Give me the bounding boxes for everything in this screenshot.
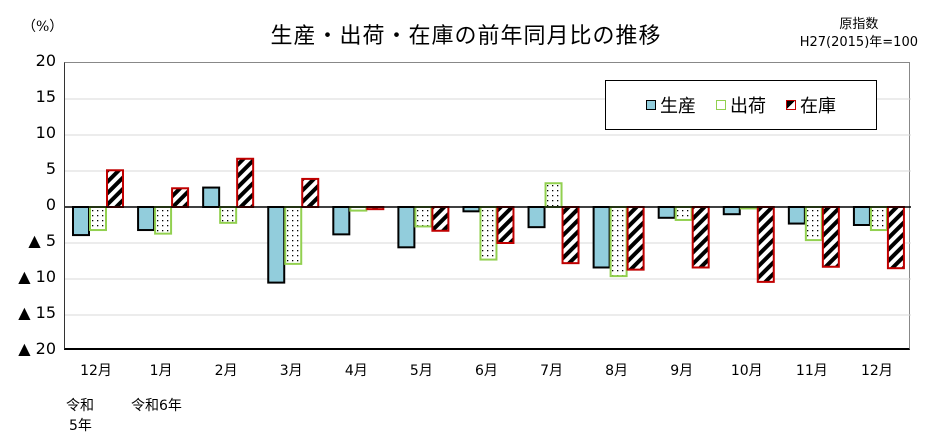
- production-bar: [332, 206, 351, 236]
- y-tick-label: ▲ 5: [28, 231, 56, 250]
- inventory-bar: [691, 206, 710, 269]
- index-note-line1: 原指数: [839, 17, 879, 32]
- x-tick-label: 12月: [80, 363, 112, 379]
- shipment-bar: [284, 206, 303, 265]
- inventory-bar: [496, 206, 515, 244]
- y-tick-label: 20: [35, 51, 56, 70]
- chart-title: 生産・出荷・在庫の前年同月比の推移: [270, 24, 662, 49]
- shipment-swatch-icon: [716, 100, 726, 110]
- production-bar: [267, 206, 286, 284]
- x-tick-label: 11月: [795, 363, 828, 379]
- chart-legend: 生産 出荷 在庫: [605, 80, 877, 130]
- production-bar: [72, 206, 90, 237]
- shipment-bar: [479, 206, 498, 261]
- shipment-bar: [544, 182, 563, 208]
- shipment-bar: [219, 206, 238, 224]
- legend-label: 生産: [660, 96, 696, 117]
- era-label-reiwa6: 令和6年: [131, 398, 182, 414]
- production-bar: [527, 206, 546, 229]
- inventory-swatch-icon: [786, 100, 796, 110]
- x-tick-label: 12月: [861, 363, 893, 379]
- production-bar: [787, 206, 806, 225]
- inventory-bar: [236, 157, 255, 209]
- y-tick-label: 5: [45, 159, 56, 178]
- shipment-bar: [154, 206, 173, 235]
- production-bar: [852, 206, 871, 226]
- production-bar: [657, 206, 676, 219]
- legend-label: 出荷: [730, 96, 766, 117]
- legend-label: 在庫: [800, 96, 836, 117]
- shipment-bar: [869, 206, 888, 232]
- x-tick-label: 10月: [730, 363, 763, 379]
- production-swatch-icon: [646, 100, 656, 110]
- shipment-bar: [804, 206, 823, 242]
- production-bar: [397, 206, 416, 249]
- production-bar: [592, 206, 611, 269]
- inventory-bar: [886, 206, 905, 270]
- index-note-line2: H27(2015)年=100: [799, 35, 918, 50]
- shipment-bar: [89, 206, 107, 232]
- x-tick-label: 2月: [214, 363, 238, 379]
- inventory-bar: [561, 206, 580, 265]
- y-tick-label: 0: [45, 195, 56, 214]
- x-tick-label: 9月: [670, 363, 694, 379]
- inventory-bar: [756, 206, 775, 283]
- production-bar: [722, 206, 741, 216]
- x-tick-label: 7月: [540, 363, 563, 379]
- x-tick-label: 1月: [149, 363, 173, 379]
- x-tick-label: 4月: [344, 363, 368, 379]
- inventory-bar: [171, 187, 190, 208]
- y-axis-unit: （%）: [22, 19, 64, 35]
- shipment-bar: [414, 206, 433, 228]
- shipment-bar: [674, 206, 693, 221]
- y-tick-label: ▲ 10: [18, 267, 56, 286]
- bar-chart: [65, 98, 911, 316]
- plot-area: [64, 62, 911, 350]
- y-tick-label: ▲ 15: [18, 303, 56, 322]
- shipment-bar: [609, 206, 628, 278]
- inventory-bar: [431, 206, 450, 232]
- y-tick-label: 10: [35, 123, 56, 142]
- x-tick-label: 8月: [605, 363, 629, 379]
- legend-item-production: 生産: [646, 92, 696, 118]
- inventory-bar: [821, 206, 840, 268]
- x-tick-label: 5月: [409, 363, 433, 379]
- legend-item-shipment: 出荷: [716, 92, 766, 118]
- production-bar: [137, 206, 156, 232]
- inventory-bar: [106, 169, 124, 208]
- y-tick-label: ▲ 20: [18, 339, 56, 358]
- era-label-reiwa5: 令和 5年: [66, 398, 94, 434]
- inventory-bar: [301, 177, 320, 208]
- x-tick-label: 6月: [474, 363, 498, 379]
- inventory-bar: [626, 206, 645, 271]
- y-tick-label: 15: [35, 87, 56, 106]
- legend-item-inventory: 在庫: [786, 92, 836, 118]
- index-note: 原指数 H27(2015)年=100: [800, 16, 918, 52]
- x-tick-label: 3月: [279, 363, 303, 379]
- production-bar: [202, 186, 221, 208]
